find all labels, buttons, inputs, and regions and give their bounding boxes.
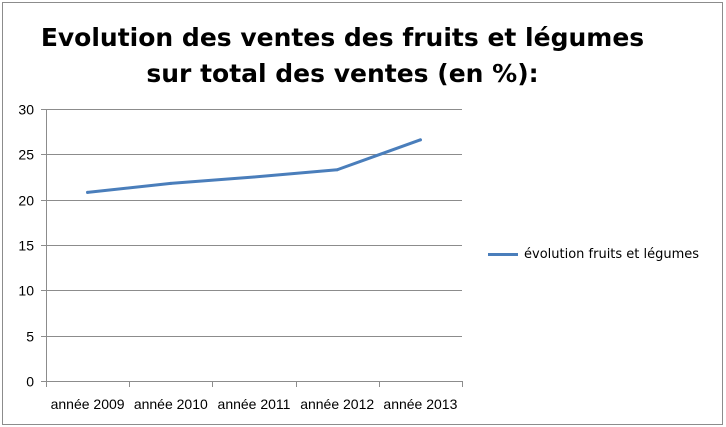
data-point: [86, 190, 90, 194]
data-point: [335, 168, 339, 172]
y-tick-label: 15: [18, 238, 34, 254]
y-tick-label: 10: [18, 283, 34, 299]
series-lines: [86, 138, 422, 194]
x-tick-labels: année 2009 année 2010 année 2011 année 2012…: [51, 396, 458, 412]
x-tick-label: année 2011: [218, 396, 291, 412]
axes: [41, 109, 463, 387]
y-tick-label: 30: [18, 102, 34, 118]
chart-title: Evolution des ventes des fruits et légum…: [20, 20, 665, 92]
legend-label: évolution fruits et légumes: [524, 247, 700, 262]
chart-title-line-2: sur total des ventes (en %):: [146, 59, 539, 88]
y-tick-label: 25: [18, 147, 34, 163]
y-tick-labels: 0 5 10 15 20 25 30: [18, 102, 34, 390]
data-point: [169, 181, 173, 185]
x-tick-label: année 2010: [134, 396, 208, 412]
y-tick-label: 20: [18, 193, 34, 209]
legend: évolution fruits et légumes: [488, 247, 699, 262]
grid-lines: [46, 109, 462, 337]
data-point: [418, 138, 422, 142]
y-tick-label: 0: [26, 374, 34, 390]
y-tick-label: 5: [26, 329, 34, 345]
x-tick-label: année 2009: [51, 396, 125, 412]
x-tick-label: année 2013: [383, 396, 457, 412]
series-line-0: [86, 138, 422, 194]
chart-title-line-1: Evolution des ventes des fruits et légum…: [40, 23, 645, 52]
legend-swatch: [488, 253, 518, 256]
x-tick-label: année 2012: [300, 396, 374, 412]
data-point: [252, 175, 256, 179]
